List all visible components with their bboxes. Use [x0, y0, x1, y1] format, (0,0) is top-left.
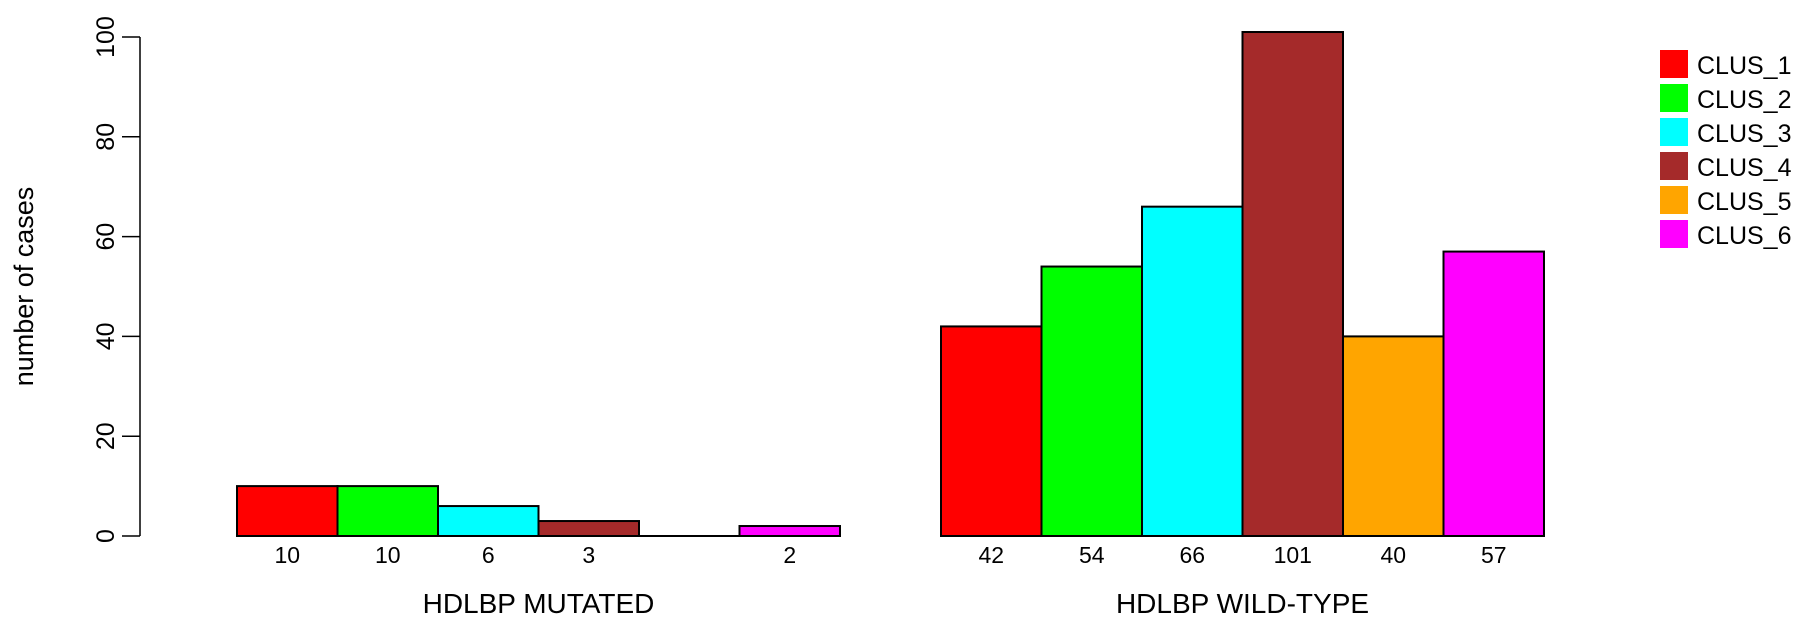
legend-label: CLUS_5 [1697, 188, 1792, 216]
group-labels: HDLBP MUTATED HDLBP WILD-TYPE [423, 588, 1369, 619]
bar-value-label: 3 [582, 542, 595, 568]
legend-label: CLUS_4 [1697, 154, 1792, 182]
bar-value-label: 54 [1079, 542, 1105, 568]
legend-swatch [1660, 152, 1688, 180]
y-axis-label: number of cases [9, 187, 39, 387]
bar-value-label: 40 [1380, 542, 1406, 568]
bar [940, 325, 1043, 538]
group-label: HDLBP MUTATED [423, 588, 655, 619]
bar [1141, 205, 1244, 537]
y-tick-label: 0 [92, 529, 120, 543]
bar [537, 520, 640, 538]
bar [437, 505, 540, 537]
legend-swatch [1660, 50, 1688, 78]
legend-swatch [1660, 84, 1688, 112]
bar-value-label: 6 [482, 542, 495, 568]
y-axis: 0 20 40 60 80 100 number of cases [9, 16, 141, 543]
legend-label: CLUS_3 [1697, 120, 1792, 148]
legend-swatch [1660, 118, 1688, 146]
bar-value-label: 10 [274, 542, 300, 568]
bar-value-label: 101 [1274, 542, 1312, 568]
bar-value-label: 66 [1179, 542, 1205, 568]
bar-value-label: 42 [978, 542, 1004, 568]
bars [236, 31, 1545, 538]
bar [1241, 31, 1344, 537]
bar-value-label: 2 [783, 542, 796, 568]
value-labels: 10 10 6 3 2 42 54 66 101 40 57 [274, 542, 1506, 568]
y-tick-label: 40 [92, 322, 120, 350]
y-tick-label: 80 [92, 123, 120, 151]
bar [1342, 335, 1445, 537]
y-tick-label: 20 [92, 422, 120, 450]
bar [1040, 265, 1143, 537]
y-tick-label: 60 [92, 223, 120, 251]
legend-swatch [1660, 186, 1688, 214]
y-tick-label: 100 [92, 16, 120, 58]
legend-label: CLUS_2 [1697, 86, 1792, 114]
bar [336, 485, 439, 538]
legend-label: CLUS_6 [1697, 222, 1792, 250]
bar-value-label: 10 [375, 542, 401, 568]
legend-label: CLUS_1 [1697, 52, 1792, 80]
legend-swatch [1660, 220, 1688, 248]
bar-value-label: 57 [1481, 542, 1507, 568]
bar [738, 525, 841, 538]
legend: CLUS_1 CLUS_2 CLUS_3 CLUS_4 CLUS_5 CLUS_6 [1660, 50, 1792, 250]
group-label: HDLBP WILD-TYPE [1116, 588, 1369, 619]
bar [236, 485, 339, 538]
bar [1442, 250, 1545, 537]
